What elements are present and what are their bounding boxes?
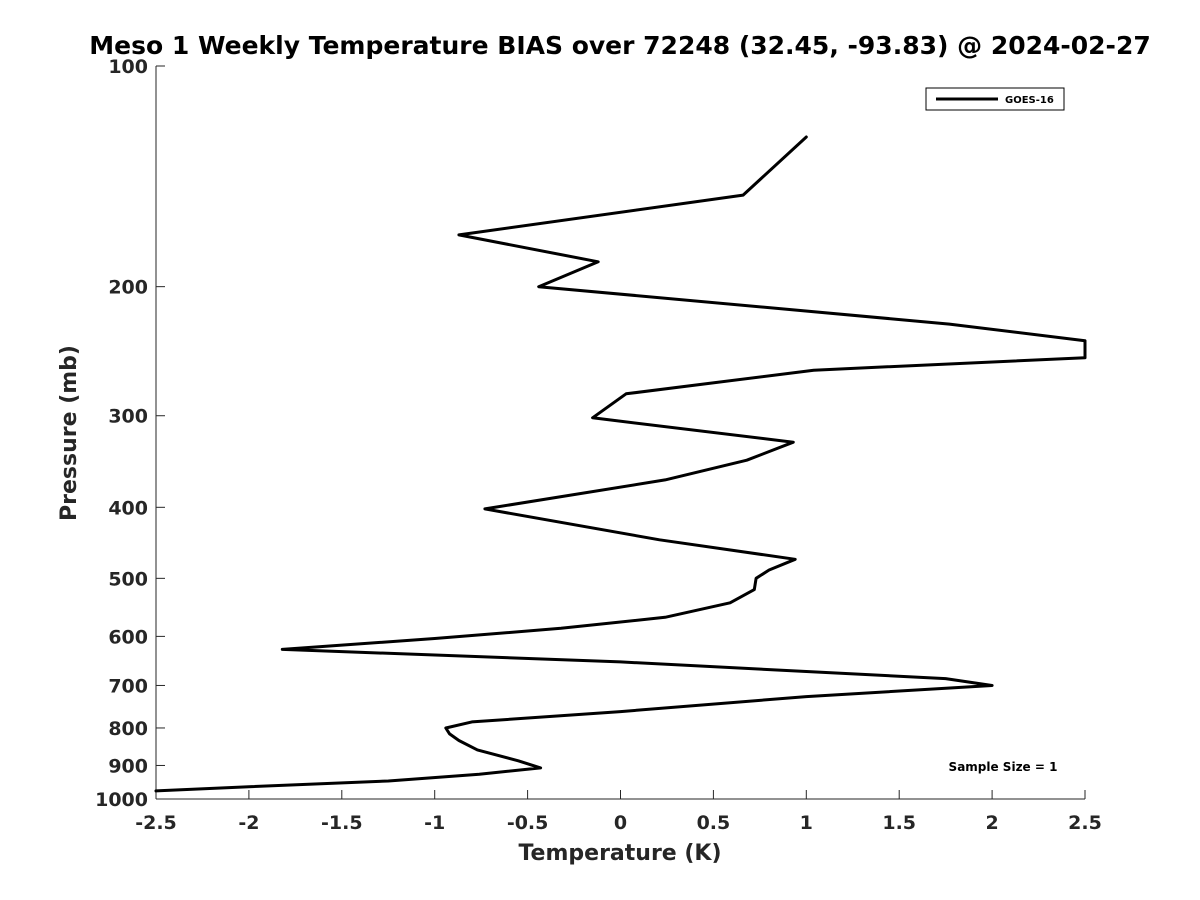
y-tick-label: 200	[108, 277, 148, 299]
legend: GOES-16	[925, 87, 1065, 111]
y-tick-label: 1000	[95, 789, 148, 811]
y-tick-label: 800	[108, 718, 148, 740]
y-tick-label: 600	[108, 626, 148, 648]
x-tick-label: -0.5	[507, 812, 549, 834]
x-tick-label: 2.5	[1068, 812, 1102, 834]
y-tick-label: 900	[108, 755, 148, 777]
x-axis-label: Temperature (K)	[518, 841, 721, 866]
x-tick-label: 1	[800, 812, 813, 834]
y-tick-label: 500	[108, 568, 148, 590]
x-tick-label: -2.5	[135, 812, 177, 834]
y-tick-label: 300	[108, 406, 148, 428]
y-tick-label: 700	[108, 675, 148, 697]
x-tick-label: 0	[614, 812, 627, 834]
x-tick-label: -1.5	[321, 812, 363, 834]
y-axis-label: Pressure (mb)	[57, 345, 82, 521]
sample-size-annotation: Sample Size = 1	[949, 760, 1058, 774]
legend-entry: GOES-16	[1005, 95, 1054, 106]
x-tick-label: 2	[985, 812, 998, 834]
x-tick-label: 0.5	[697, 812, 731, 834]
series-line-goes-16	[154, 135, 1087, 793]
chart-title: Meso 1 Weekly Temperature BIAS over 7224…	[89, 31, 1150, 60]
plot-area: -2.5 -2 -1.5 -1 -0.5 0 0.5 1 1.5 2 2.5 100 200 300 40…	[95, 56, 1102, 834]
x-tick-label: -1	[424, 812, 445, 834]
x-tick-label: -2	[238, 812, 259, 834]
x-ticks: -2.5 -2 -1.5 -1 -0.5 0 0.5 1 1.5 2 2.5	[135, 790, 1102, 834]
y-ticks: 100 200 300 400 500 600 700 800 900 1000	[95, 56, 165, 811]
y-tick-label: 400	[108, 497, 148, 519]
y-tick-label: 100	[108, 56, 148, 78]
x-tick-label: 1.5	[882, 812, 916, 834]
